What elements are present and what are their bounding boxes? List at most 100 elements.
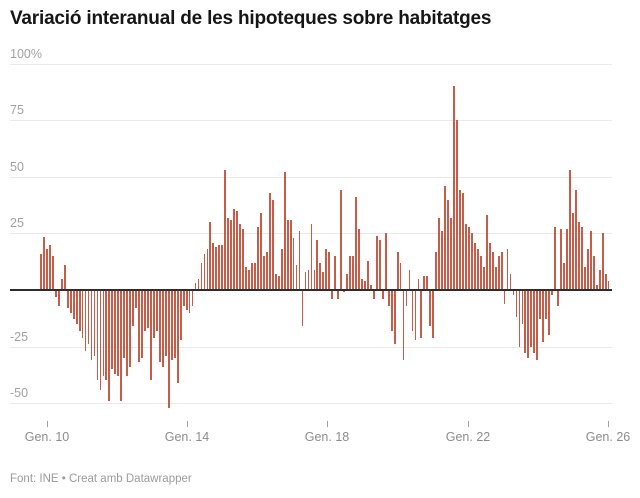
bar[interactable] — [334, 256, 337, 290]
bar[interactable] — [479, 256, 482, 290]
bar[interactable] — [340, 190, 343, 290]
bar[interactable] — [476, 249, 479, 290]
bar[interactable] — [173, 290, 176, 358]
bar[interactable] — [215, 247, 218, 290]
bar[interactable] — [408, 269, 411, 290]
bar[interactable] — [580, 226, 583, 290]
bar[interactable] — [331, 290, 334, 300]
bar[interactable] — [473, 242, 476, 290]
bar[interactable] — [554, 226, 556, 290]
bar[interactable] — [158, 290, 161, 363]
bar[interactable] — [432, 290, 435, 338]
bar[interactable] — [548, 290, 551, 336]
bar[interactable] — [203, 253, 206, 290]
bar[interactable] — [346, 274, 348, 290]
bar[interactable] — [322, 271, 325, 290]
bar[interactable] — [141, 290, 143, 358]
bar[interactable] — [260, 213, 262, 290]
bar[interactable] — [84, 290, 87, 352]
bar[interactable] — [295, 265, 298, 290]
bar[interactable] — [40, 253, 42, 290]
bar[interactable] — [521, 290, 524, 324]
bar[interactable] — [384, 233, 387, 290]
bar[interactable] — [500, 251, 503, 290]
bar[interactable] — [251, 262, 253, 290]
bar[interactable] — [224, 170, 227, 290]
bar[interactable] — [595, 285, 598, 290]
bar[interactable] — [586, 249, 589, 290]
bar[interactable] — [325, 249, 328, 290]
bar[interactable] — [307, 269, 310, 290]
bar[interactable] — [503, 290, 506, 304]
bar[interactable] — [563, 262, 565, 290]
bar[interactable] — [96, 290, 99, 381]
bar[interactable] — [310, 224, 313, 290]
bar[interactable] — [456, 120, 458, 290]
bar[interactable] — [530, 290, 533, 347]
bar[interactable] — [417, 278, 420, 290]
bar[interactable] — [75, 290, 78, 324]
bar[interactable] — [589, 231, 592, 290]
bar[interactable] — [494, 267, 497, 290]
bar[interactable] — [364, 280, 366, 290]
bar[interactable] — [471, 233, 473, 290]
bar[interactable] — [179, 290, 182, 340]
bar[interactable] — [99, 290, 102, 390]
bar[interactable] — [518, 290, 521, 347]
bar[interactable] — [378, 240, 381, 290]
bar[interactable] — [271, 199, 274, 290]
bar[interactable] — [90, 290, 93, 361]
bar[interactable] — [361, 278, 363, 290]
bar[interactable] — [268, 192, 271, 290]
bar[interactable] — [485, 215, 488, 290]
bar[interactable] — [72, 290, 75, 320]
bar[interactable] — [423, 276, 426, 290]
bar[interactable] — [399, 262, 402, 290]
bar[interactable] — [43, 236, 45, 290]
bar[interactable] — [212, 242, 215, 290]
bar[interactable] — [506, 249, 509, 290]
bar[interactable] — [126, 290, 129, 376]
bar[interactable] — [236, 210, 239, 290]
bar[interactable] — [108, 290, 111, 401]
bar[interactable] — [188, 290, 191, 313]
bar[interactable] — [138, 290, 140, 363]
bar[interactable] — [167, 290, 170, 408]
bar[interactable] — [230, 219, 233, 290]
bar[interactable] — [245, 267, 247, 290]
bar[interactable] — [135, 290, 137, 309]
bar[interactable] — [87, 290, 90, 345]
bar[interactable] — [352, 256, 354, 290]
bar[interactable] — [405, 290, 408, 306]
bar[interactable] — [153, 290, 155, 338]
bar[interactable] — [120, 290, 123, 401]
bar[interactable] — [147, 290, 149, 329]
bar[interactable] — [527, 290, 530, 358]
bar[interactable] — [545, 290, 548, 320]
bar[interactable] — [343, 290, 346, 293]
bar[interactable] — [414, 290, 417, 340]
bar[interactable] — [54, 290, 57, 297]
bar[interactable] — [560, 228, 562, 290]
bar[interactable] — [375, 235, 378, 290]
bar[interactable] — [60, 278, 63, 290]
bar[interactable] — [604, 274, 607, 290]
bar[interactable] — [337, 290, 340, 300]
bar[interactable] — [51, 256, 54, 290]
bar[interactable] — [176, 290, 179, 383]
bar[interactable] — [227, 217, 230, 290]
bar[interactable] — [150, 290, 152, 381]
bar[interactable] — [393, 290, 396, 345]
bar[interactable] — [402, 290, 405, 361]
bar[interactable] — [182, 290, 185, 306]
bar[interactable] — [197, 278, 200, 290]
bar[interactable] — [509, 274, 512, 290]
bar[interactable] — [298, 231, 301, 290]
bar[interactable] — [292, 237, 295, 290]
bar[interactable] — [491, 251, 494, 290]
bar[interactable] — [194, 283, 197, 290]
bar[interactable] — [441, 231, 444, 290]
bar[interactable] — [111, 290, 114, 370]
bar[interactable] — [93, 290, 96, 356]
bar[interactable] — [468, 226, 470, 290]
